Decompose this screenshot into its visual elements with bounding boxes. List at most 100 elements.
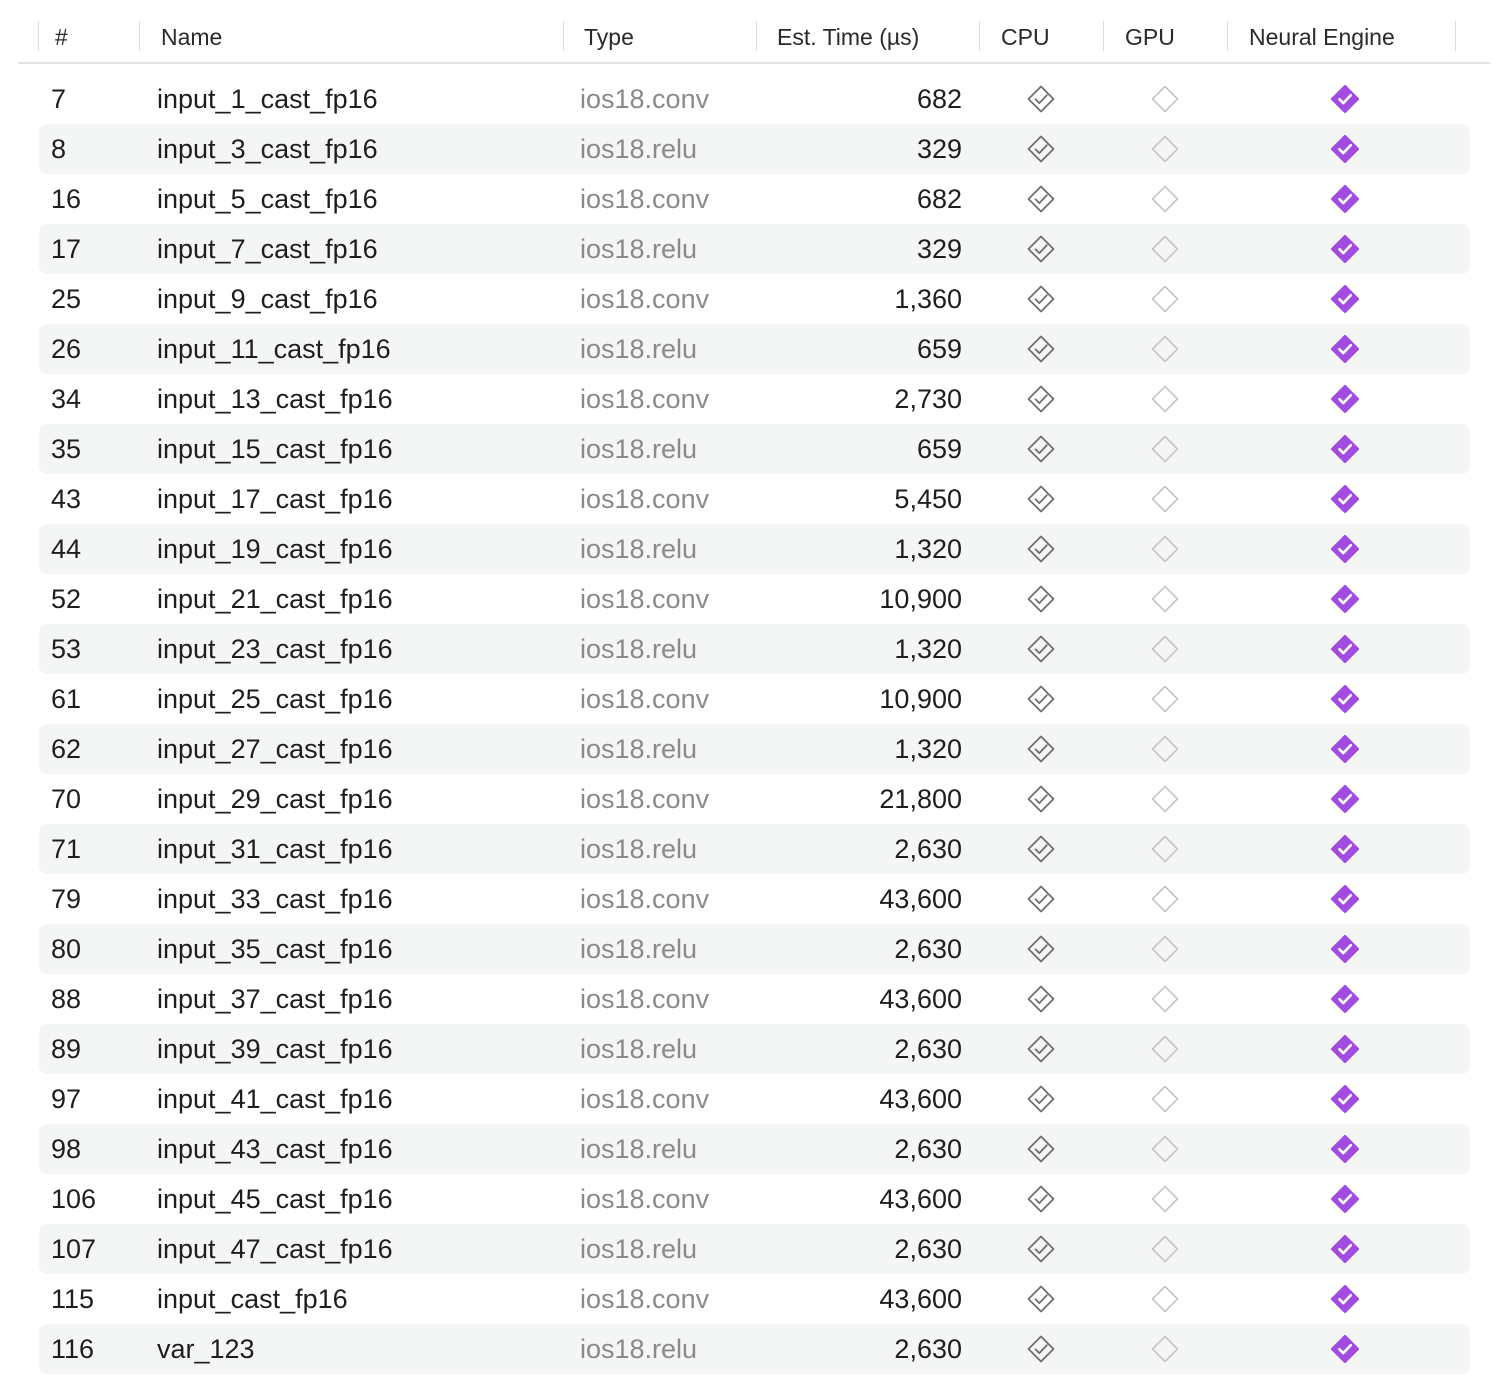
table-row[interactable]: 98 input_43_cast_fp16 ios18.relu 2,630: [39, 1124, 1470, 1174]
column-header-est-time[interactable]: Est. Time (µs): [777, 24, 920, 50]
column-separator[interactable]: [38, 21, 39, 51]
row-number: 98: [51, 1134, 82, 1164]
row-est-time: 43,600: [879, 984, 962, 1014]
row-number: 17: [51, 234, 82, 264]
row-est-time: 21,800: [879, 784, 962, 814]
row-name: input_11_cast_fp16: [157, 334, 391, 364]
column-separator[interactable]: [1455, 21, 1456, 51]
row-name: input_43_cast_fp16: [157, 1134, 393, 1164]
column-separator[interactable]: [563, 21, 564, 51]
table-header: # Name Type Est. Time (µs) CPU GPU Neura…: [18, 0, 1490, 64]
table-row[interactable]: 71 input_31_cast_fp16 ios18.relu 2,630: [39, 824, 1470, 874]
column-header-gpu[interactable]: GPU: [1125, 24, 1175, 50]
gpu-support-icon: [1151, 785, 1179, 813]
cpu-support-icon: [1027, 635, 1055, 663]
gpu-support-icon: [1151, 135, 1179, 163]
gpu-support-icon: [1151, 385, 1179, 413]
cpu-support-icon: [1027, 335, 1055, 363]
table-row[interactable]: 43 input_17_cast_fp16 ios18.conv 5,450: [39, 474, 1470, 524]
row-type: ios18.relu: [580, 934, 698, 964]
table-row[interactable]: 17 input_7_cast_fp16 ios18.relu 329: [39, 224, 1470, 274]
row-name: input_29_cast_fp16: [157, 784, 393, 814]
cpu-support-icon: [1027, 135, 1055, 163]
neural-engine-support-icon: [1331, 985, 1359, 1013]
row-number: 80: [51, 934, 82, 964]
gpu-support-icon: [1151, 585, 1179, 613]
row-type: ios18.relu: [580, 1234, 698, 1264]
neural-engine-support-icon: [1331, 135, 1359, 163]
cpu-support-icon: [1027, 785, 1055, 813]
row-name: input_21_cast_fp16: [157, 584, 393, 614]
column-header-cpu[interactable]: CPU: [1001, 24, 1050, 50]
table-row[interactable]: 107 input_47_cast_fp16 ios18.relu 2,630: [39, 1224, 1470, 1274]
table-row[interactable]: 89 input_39_cast_fp16 ios18.relu 2,630: [39, 1024, 1470, 1074]
table-row[interactable]: 7 input_1_cast_fp16 ios18.conv 682: [39, 74, 1470, 124]
column-header-neural-engine[interactable]: Neural Engine: [1249, 24, 1395, 50]
gpu-support-icon: [1151, 1135, 1179, 1163]
table-row[interactable]: 16 input_5_cast_fp16 ios18.conv 682: [39, 174, 1470, 224]
row-est-time: 5,450: [894, 484, 962, 514]
column-separator[interactable]: [756, 21, 757, 51]
row-number: 26: [51, 334, 82, 364]
column-separator[interactable]: [1227, 21, 1228, 51]
column-header-number[interactable]: #: [55, 24, 68, 50]
table-row[interactable]: 88 input_37_cast_fp16 ios18.conv 43,600: [39, 974, 1470, 1024]
row-type: ios18.conv: [580, 984, 710, 1014]
column-separator[interactable]: [979, 21, 980, 51]
table-row[interactable]: 35 input_15_cast_fp16 ios18.relu 659: [39, 424, 1470, 474]
table-row[interactable]: 97 input_41_cast_fp16 ios18.conv 43,600: [39, 1074, 1470, 1124]
cpu-support-icon: [1027, 585, 1055, 613]
row-number: 107: [51, 1234, 97, 1264]
cpu-support-icon: [1027, 885, 1055, 913]
cpu-support-icon: [1027, 1185, 1055, 1213]
row-number: 97: [51, 1084, 82, 1114]
table-row[interactable]: 61 input_25_cast_fp16 ios18.conv 10,900: [39, 674, 1470, 724]
cpu-support-icon: [1027, 385, 1055, 413]
row-number: 106: [51, 1184, 97, 1214]
table-row[interactable]: 53 input_23_cast_fp16 ios18.relu 1,320: [39, 624, 1470, 674]
column-header-type[interactable]: Type: [584, 24, 634, 50]
row-type: ios18.conv: [580, 384, 710, 414]
table-row[interactable]: 116 var_123 ios18.relu 2,630: [39, 1324, 1470, 1374]
cpu-support-icon: [1027, 1085, 1055, 1113]
table-row[interactable]: 52 input_21_cast_fp16 ios18.conv 10,900: [39, 574, 1470, 624]
row-type: ios18.relu: [580, 634, 698, 664]
neural-engine-support-icon: [1331, 1135, 1359, 1163]
row-est-time: 2,730: [894, 384, 962, 414]
table-row[interactable]: 8 input_3_cast_fp16 ios18.relu 329: [39, 124, 1470, 174]
row-est-time: 1,320: [894, 634, 962, 664]
table-row[interactable]: 80 input_35_cast_fp16 ios18.relu 2,630: [39, 924, 1470, 974]
table-row[interactable]: 62 input_27_cast_fp16 ios18.relu 1,320: [39, 724, 1470, 774]
table-row[interactable]: 25 input_9_cast_fp16 ios18.conv 1,360: [39, 274, 1470, 324]
neural-engine-support-icon: [1331, 185, 1359, 213]
neural-engine-support-icon: [1331, 285, 1359, 313]
table-row[interactable]: 34 input_13_cast_fp16 ios18.conv 2,730: [39, 374, 1470, 424]
row-type: ios18.relu: [580, 834, 698, 864]
row-type: ios18.conv: [580, 1284, 710, 1314]
row-name: input_25_cast_fp16: [157, 684, 393, 714]
table-row[interactable]: 79 input_33_cast_fp16 ios18.conv 43,600: [39, 874, 1470, 924]
row-name: input_1_cast_fp16: [157, 84, 378, 114]
table-row[interactable]: 115 input_cast_fp16 ios18.conv 43,600: [39, 1274, 1470, 1324]
row-type: ios18.conv: [580, 584, 710, 614]
column-separator[interactable]: [1103, 21, 1104, 51]
neural-engine-support-icon: [1331, 1185, 1359, 1213]
neural-engine-support-icon: [1331, 835, 1359, 863]
row-est-time: 682: [916, 84, 962, 114]
column-separator[interactable]: [139, 21, 140, 51]
gpu-support-icon: [1151, 1335, 1179, 1363]
row-number: 88: [51, 984, 82, 1014]
neural-engine-support-icon: [1331, 1035, 1359, 1063]
table-row[interactable]: 26 input_11_cast_fp16 ios18.relu 659: [39, 324, 1470, 374]
table-row[interactable]: 44 input_19_cast_fp16 ios18.relu 1,320: [39, 524, 1470, 574]
table-row[interactable]: 106 input_45_cast_fp16 ios18.conv 43,600: [39, 1174, 1470, 1224]
column-header-name[interactable]: Name: [161, 24, 223, 50]
row-type: ios18.relu: [580, 534, 698, 564]
table-row[interactable]: 70 input_29_cast_fp16 ios18.conv 21,800: [39, 774, 1470, 824]
row-est-time: 682: [916, 184, 962, 214]
row-name: input_33_cast_fp16: [157, 884, 393, 914]
neural-engine-support-icon: [1331, 235, 1359, 263]
cpu-support-icon: [1027, 185, 1055, 213]
row-type: ios18.relu: [580, 334, 698, 364]
